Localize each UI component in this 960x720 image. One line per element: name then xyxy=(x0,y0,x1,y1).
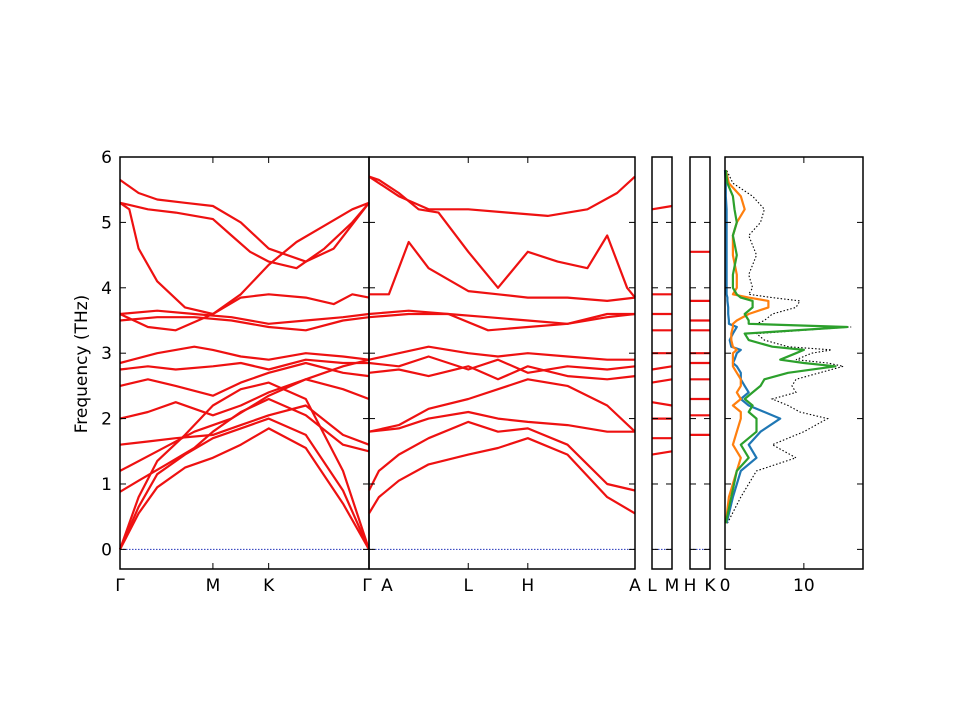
phonon-band-0-13 xyxy=(119,201,370,270)
phonon-band-2-5 xyxy=(651,365,673,371)
dos-frame xyxy=(724,156,864,570)
phonon-band-0-7 xyxy=(119,358,369,371)
q-point-label: Γ xyxy=(362,576,372,596)
panel-frame xyxy=(651,156,673,570)
q-point-label: H xyxy=(684,576,697,596)
q-point-label: L xyxy=(464,576,474,596)
phonon-band-1-8 xyxy=(368,309,635,332)
phonon-band-1-2 xyxy=(368,410,635,433)
phonon-band-0-14 xyxy=(119,201,370,332)
phonon-band-0-10 xyxy=(119,309,370,325)
phonon-band-0-8 xyxy=(119,345,370,365)
phonon-band-2-6 xyxy=(651,378,673,384)
y-tick-label: 1 xyxy=(101,475,112,495)
dos-partial-line-2 xyxy=(724,169,849,524)
dos-partial-line-1 xyxy=(724,169,770,524)
q-point-label: Γ xyxy=(115,576,125,596)
phonon-band-1-4 xyxy=(368,365,636,381)
q-point-label: K xyxy=(263,576,275,596)
phonon-band-0-12 xyxy=(119,179,370,263)
phonon-band-1-7 xyxy=(368,312,636,325)
y-tick-label: 4 xyxy=(101,279,112,299)
phonon-band-0-5 xyxy=(119,378,370,420)
q-point-label: H xyxy=(521,576,534,596)
q-point-label: A xyxy=(629,576,641,596)
panel-frame xyxy=(689,156,711,570)
phonon-band-0-4 xyxy=(119,404,370,446)
y-tick-label: 3 xyxy=(101,344,112,364)
phonon-band-1-6 xyxy=(368,345,635,361)
phonon-band-2-0 xyxy=(651,204,673,211)
phonon-band-1-10 xyxy=(368,175,636,299)
q-point-label: A xyxy=(381,576,393,596)
y-tick-label: 2 xyxy=(101,410,112,430)
phonon-band-0-0 xyxy=(119,427,370,550)
phonon-band-1-1 xyxy=(368,420,636,492)
q-point-label: M xyxy=(665,576,680,596)
dos-x-tick-label: 10 xyxy=(793,576,815,596)
phonon-band-1-5 xyxy=(368,355,636,374)
q-point-label: K xyxy=(704,576,716,596)
dos-partial-line-0 xyxy=(723,170,782,524)
phonon-band-2-7 xyxy=(651,401,673,407)
dos-panel: 0 10 xyxy=(720,156,864,596)
y-axis-label: Frequency (THz) xyxy=(72,295,92,434)
band-panel-0: 0 1 2 3 4 5 6 Γ M K Γ xyxy=(101,148,372,596)
phonon-band-0-3 xyxy=(119,397,370,493)
phonon-band-2-10 xyxy=(651,450,673,456)
phonon-band-0-11 xyxy=(119,201,370,316)
phonon-band-0-2 xyxy=(118,381,371,550)
y-tick-label: 6 xyxy=(101,148,112,168)
phonon-band-1-9 xyxy=(369,240,636,302)
dos-x-tick-label: 0 xyxy=(720,576,731,596)
dos-total-line xyxy=(726,169,852,524)
phonon-band-0-15 xyxy=(119,358,370,472)
y-tick-label: 0 xyxy=(101,540,112,560)
panel-frame xyxy=(368,156,636,570)
phonon-band-1-11 xyxy=(368,175,636,217)
phonon-band-0-1 xyxy=(118,417,371,550)
phonon-band-1-3 xyxy=(368,378,636,433)
phonon-band-1-0 xyxy=(368,437,636,515)
phonon-band-0-9 xyxy=(119,316,370,332)
y-tick-label: 5 xyxy=(101,213,112,233)
q-point-label: M xyxy=(206,576,221,596)
q-point-label: L xyxy=(647,576,657,596)
